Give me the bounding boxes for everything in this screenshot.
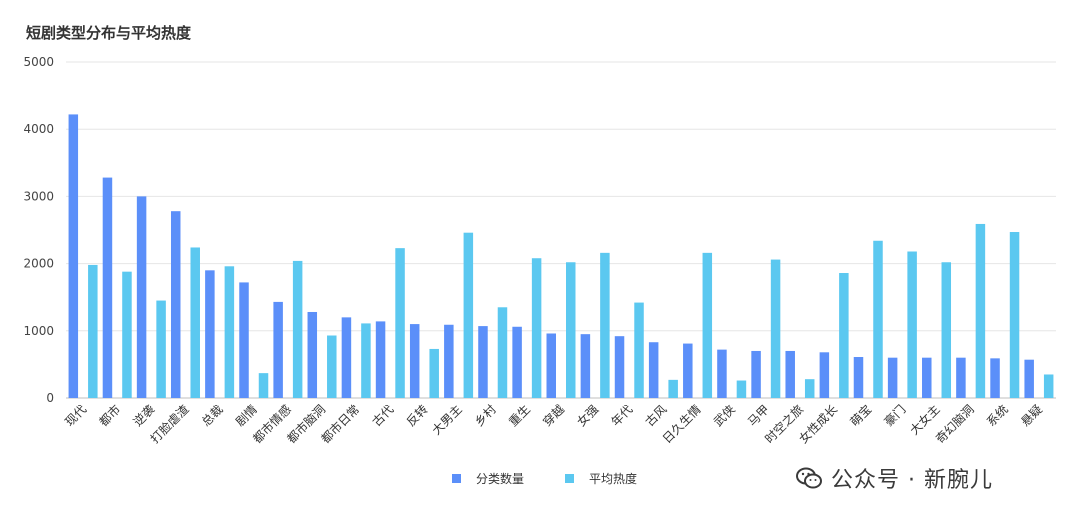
- bar-heat: [429, 348, 439, 398]
- bar-heat: [395, 248, 405, 398]
- bar-count: [990, 358, 1000, 398]
- bar-heat: [122, 271, 132, 398]
- bar-heat: [839, 273, 849, 398]
- bar-heat: [1043, 374, 1054, 398]
- x-tick-label: 萌宝: [847, 402, 874, 429]
- x-tick-label: 悬疑: [1017, 402, 1045, 430]
- bar-count: [648, 342, 659, 398]
- bar-count: [956, 357, 966, 398]
- bar-heat: [702, 252, 713, 398]
- x-tick-label: 总裁: [199, 402, 226, 429]
- x-tick-label: 古代: [369, 402, 397, 430]
- bar-count: [751, 350, 761, 398]
- legend-label: 分类数量: [476, 471, 524, 486]
- bar-count: [136, 196, 147, 398]
- x-tick-label: 都市: [96, 402, 124, 430]
- x-tick-label: 穿越: [540, 402, 568, 430]
- bar-heat: [463, 232, 474, 398]
- bar-count: [409, 324, 420, 398]
- legend-label: 平均热度: [589, 471, 637, 486]
- bar-count: [102, 177, 113, 398]
- x-tick-label: 逆袭: [130, 402, 158, 430]
- bar-heat: [975, 223, 986, 398]
- bar-count: [239, 282, 249, 398]
- x-tick-label: 反转: [403, 402, 431, 430]
- bar-heat: [634, 302, 644, 398]
- wechat-watermark: 公众号 · 新腕儿: [795, 462, 993, 494]
- bar-heat: [224, 266, 235, 398]
- bar-count: [512, 326, 522, 398]
- bar-count: [580, 334, 591, 398]
- chart-title: 短剧类型分布与平均热度: [26, 24, 192, 42]
- bar-count: [717, 349, 727, 398]
- y-tick-label: 2000: [23, 257, 54, 271]
- x-tick-label: 马甲: [745, 402, 772, 429]
- x-tick-label: 日久生情: [660, 402, 704, 446]
- bar-heat: [804, 379, 815, 398]
- x-tick-label: 武侠: [711, 402, 738, 429]
- bar-heat: [668, 379, 678, 398]
- x-tick-label: 都市日常: [318, 402, 363, 447]
- bar-heat: [258, 373, 269, 398]
- bar-count: [546, 333, 556, 398]
- bar-count: [444, 324, 454, 398]
- watermark-account: 公众号 · 新腕儿: [831, 468, 993, 493]
- legend-swatch: [565, 474, 574, 483]
- bar-count: [273, 301, 283, 398]
- x-tick-label: 古风: [642, 402, 670, 430]
- y-tick-label: 1000: [23, 324, 54, 338]
- bar-count: [1024, 359, 1034, 398]
- bar-count: [375, 321, 386, 398]
- x-tick-label: 剧情: [233, 402, 260, 429]
- y-tick-label: 5000: [23, 55, 54, 69]
- bar-heat: [736, 380, 747, 398]
- bar-heat: [88, 264, 98, 398]
- bar-count: [205, 270, 215, 398]
- bar-heat: [292, 260, 303, 398]
- bar-count: [785, 350, 795, 398]
- bar-heat: [770, 259, 781, 398]
- bar-heat: [941, 262, 952, 398]
- bar-count: [307, 311, 318, 398]
- x-tick-label: 乡村: [472, 402, 499, 429]
- bar-heat: [327, 335, 337, 398]
- bar-heat: [907, 251, 917, 398]
- x-tick-label: 女强: [574, 402, 602, 430]
- y-tick-label: 3000: [23, 189, 54, 203]
- x-tick-label: 豪门: [881, 402, 909, 430]
- bar-heat: [190, 247, 200, 398]
- x-tick-label: 打脸虐渣: [148, 402, 192, 446]
- x-tick-label: 系统: [984, 402, 1011, 429]
- x-tick-label: 重生: [506, 402, 533, 429]
- x-tick-label: 女性成长: [796, 402, 841, 447]
- bar-heat: [873, 240, 883, 398]
- bar-count: [922, 357, 932, 398]
- bar-count: [614, 336, 625, 398]
- y-tick-label: 0: [46, 391, 54, 405]
- bar-count: [170, 211, 181, 398]
- legend-swatch: [452, 474, 461, 483]
- bar-count: [68, 114, 79, 398]
- bar-heat: [531, 258, 542, 398]
- x-tick-label: 大男主: [429, 402, 464, 437]
- bar-heat: [600, 252, 610, 398]
- wechat-icon: [796, 467, 822, 489]
- x-tick-label: 奇幻脑洞: [933, 402, 977, 446]
- bar-count: [853, 357, 864, 398]
- bar-heat: [1009, 232, 1020, 398]
- bar-count: [819, 352, 830, 398]
- bar-heat: [361, 323, 371, 398]
- bar-heat: [156, 300, 166, 398]
- bar-heat: [497, 307, 508, 398]
- y-tick-label: 4000: [23, 122, 54, 136]
- x-tick-label: 现代: [62, 402, 89, 429]
- bar-heat: [566, 262, 576, 398]
- bar-count: [683, 343, 693, 398]
- x-tick-label: 年代: [609, 402, 636, 429]
- bar-count: [478, 326, 488, 398]
- bar-count: [887, 357, 898, 398]
- bar-count: [341, 317, 352, 398]
